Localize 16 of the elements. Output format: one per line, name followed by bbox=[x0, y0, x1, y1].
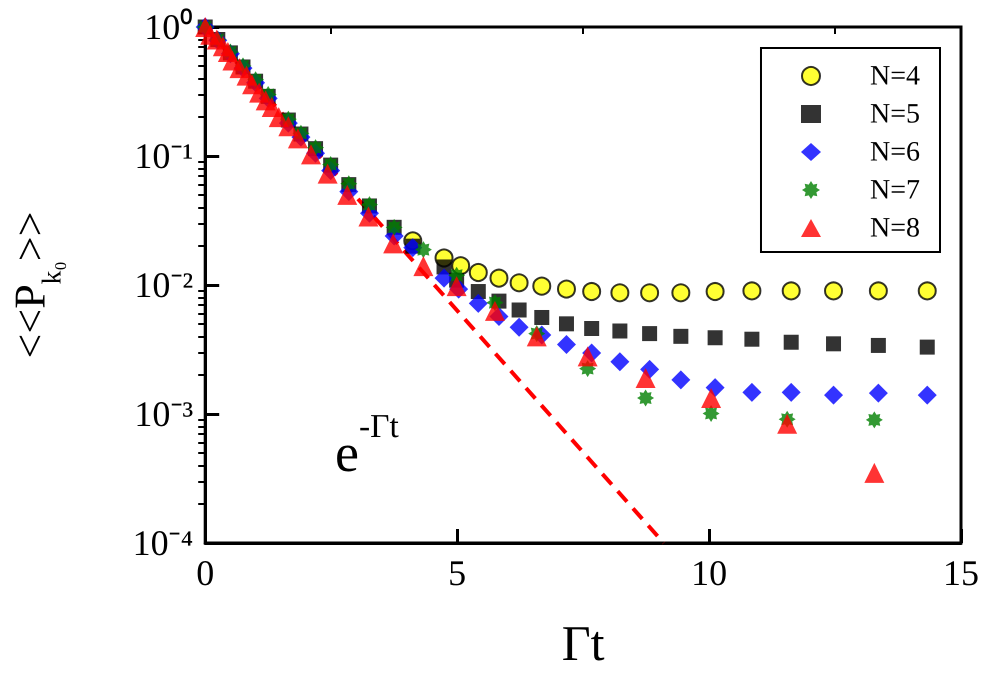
legend-label: N=8 bbox=[870, 212, 920, 244]
y-tick-label: 10⁰ bbox=[144, 7, 194, 47]
legend-label: N=7 bbox=[870, 174, 920, 206]
legend-label: N=6 bbox=[870, 136, 920, 168]
legend-label: N=5 bbox=[870, 98, 920, 130]
legend-label: N=4 bbox=[870, 60, 920, 92]
x-tick-label: 5 bbox=[448, 553, 466, 593]
y-axis-title: <<Pk₀>> bbox=[6, 212, 67, 358]
x-tick-label: 0 bbox=[196, 553, 214, 593]
y-tick-label: 10⁻² bbox=[134, 265, 194, 305]
y-tick-label: 10⁻⁴ bbox=[132, 523, 194, 563]
x-axis-title: Γt bbox=[562, 615, 605, 671]
x-tick-label: 10 bbox=[691, 553, 728, 593]
x-tick-label: 15 bbox=[943, 553, 979, 593]
y-tick-label: 10⁻¹ bbox=[134, 136, 194, 176]
y-tick-label: 10⁻³ bbox=[134, 394, 194, 434]
